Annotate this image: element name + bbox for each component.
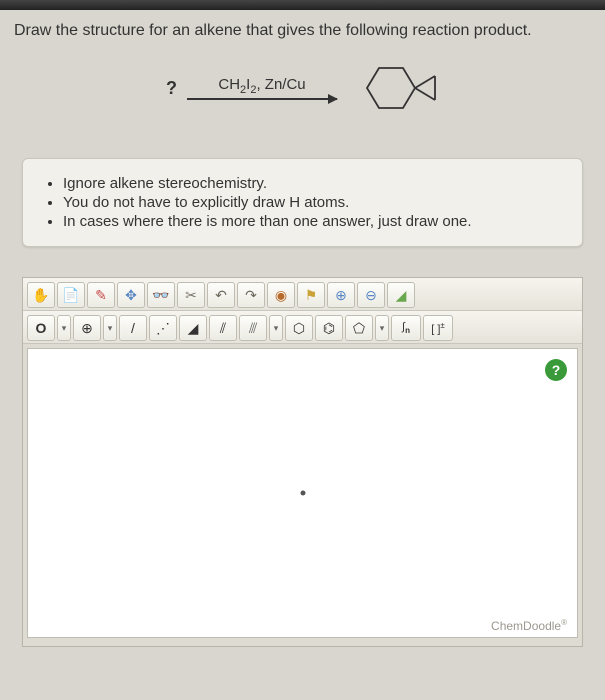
reagent-arrow: CH2I2, Zn/Cu	[187, 76, 337, 100]
toolbar-row-1: ✋📄✎✥👓✂↶↷◉⚑⊕⊖◢	[23, 278, 582, 311]
drawing-canvas[interactable]: ? ChemDoodle®	[27, 348, 578, 638]
atom-tool-icon[interactable]: ◉	[267, 282, 295, 308]
canvas-seed-atom[interactable]	[300, 491, 305, 496]
flag-icon[interactable]: ⚑	[297, 282, 325, 308]
help-button[interactable]: ?	[545, 359, 567, 381]
redo-icon[interactable]: ↷	[237, 282, 265, 308]
window-titlebar	[0, 0, 605, 10]
instruction-item: In cases where there is more than one an…	[63, 213, 564, 230]
chemdoodle-sketcher: ✋📄✎✥👓✂↶↷◉⚑⊕⊖◢ O▾⊕▾/⋰◢⫽⫻▾⬡⌬⬠▾∫n[ ]± ? Che…	[22, 277, 583, 647]
instruction-item: You do not have to explicitly draw H ato…	[63, 194, 564, 211]
reaction-scheme: ? CH2I2, Zn/Cu	[14, 58, 591, 118]
dropdown-2[interactable]: ▾	[103, 315, 117, 341]
integral-n-icon[interactable]: ∫n	[391, 315, 421, 341]
zoom-in-icon[interactable]: ⊕	[327, 282, 355, 308]
instruction-item: Ignore alkene stereochemistry.	[63, 175, 564, 192]
undo-icon[interactable]: ↶	[207, 282, 235, 308]
move-icon[interactable]: ✥	[117, 282, 145, 308]
chemdoodle-brand: ChemDoodle®	[491, 618, 567, 633]
charge-icon[interactable]: ⊕	[73, 315, 101, 341]
document-icon[interactable]: 📄	[57, 282, 85, 308]
pencil-icon[interactable]: ✎	[87, 282, 115, 308]
product-structure	[357, 58, 439, 118]
unknown-reactant: ?	[166, 78, 177, 99]
striped-bond-icon[interactable]: ⫻	[239, 315, 267, 341]
question-panel: Draw the structure for an alkene that gi…	[0, 10, 605, 661]
question-text: Draw the structure for an alkene that gi…	[14, 22, 591, 40]
oxygen-label[interactable]: O	[27, 315, 55, 341]
bracket-charge-icon[interactable]: [ ]±	[423, 315, 453, 341]
dropdown-1[interactable]: ▾	[57, 315, 71, 341]
scissors-icon[interactable]: ✂	[177, 282, 205, 308]
pentagon-icon[interactable]: ⬠	[345, 315, 373, 341]
double-bond-icon[interactable]: ⫽	[209, 315, 237, 341]
dotted-bond-icon[interactable]: ⋰	[149, 315, 177, 341]
toolbar-row-2: O▾⊕▾/⋰◢⫽⫻▾⬡⌬⬠▾∫n[ ]±	[23, 311, 582, 344]
single-bond-icon[interactable]: /	[119, 315, 147, 341]
reaction-arrow-icon	[187, 98, 337, 100]
dropdown-3[interactable]: ▾	[269, 315, 283, 341]
glasses-icon[interactable]: 👓	[147, 282, 175, 308]
hand-icon[interactable]: ✋	[27, 282, 55, 308]
reagent-label: CH2I2, Zn/Cu	[218, 76, 305, 96]
zoom-out-icon[interactable]: ⊖	[357, 282, 385, 308]
color-icon[interactable]: ◢	[387, 282, 415, 308]
instructions-list: Ignore alkene stereochemistry. You do no…	[41, 175, 564, 230]
instructions-box: Ignore alkene stereochemistry. You do no…	[22, 158, 583, 247]
benzene-icon[interactable]: ⌬	[315, 315, 343, 341]
dropdown-4[interactable]: ▾	[375, 315, 389, 341]
wedge-bond-icon[interactable]: ◢	[179, 315, 207, 341]
hexagon-icon[interactable]: ⬡	[285, 315, 313, 341]
